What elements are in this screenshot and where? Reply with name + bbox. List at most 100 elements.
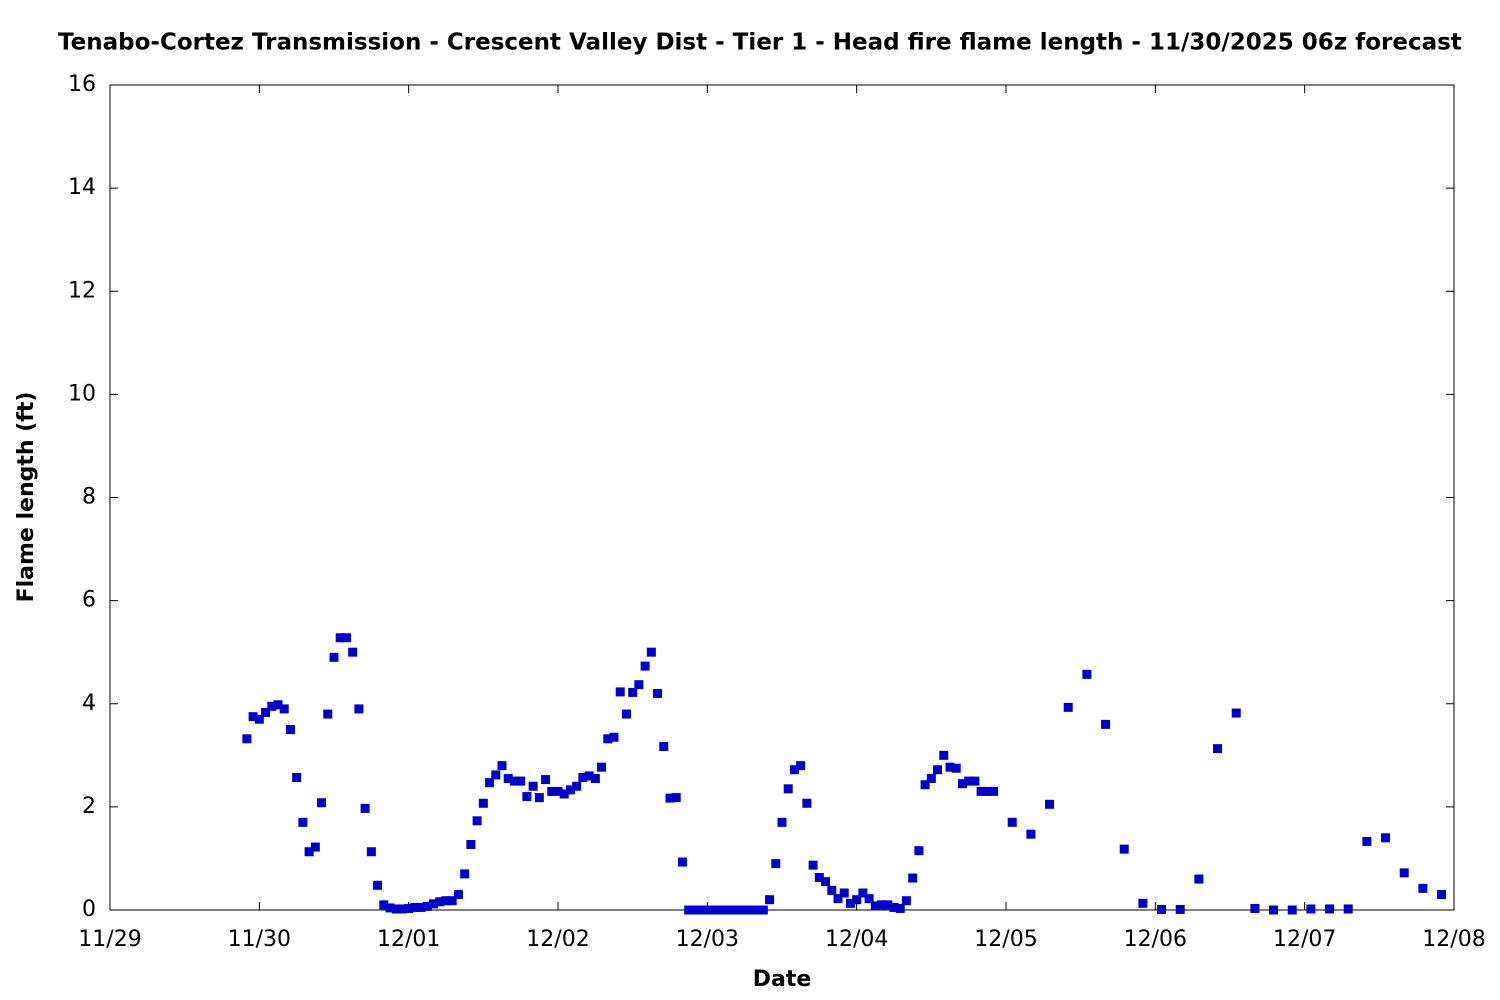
point — [559, 789, 569, 799]
point — [1325, 904, 1335, 914]
point — [640, 661, 650, 671]
point — [273, 700, 283, 710]
point — [323, 709, 333, 719]
point — [329, 652, 339, 662]
point — [279, 704, 289, 714]
x-tick-label: 12/06 — [1124, 927, 1187, 952]
point — [1250, 903, 1260, 913]
point — [621, 709, 631, 719]
point — [1157, 904, 1167, 914]
chart-title: Tenabo-Cortez Transmission - Crescent Va… — [58, 30, 1462, 56]
y-tick-label: 0 — [82, 897, 96, 922]
point — [1306, 904, 1316, 914]
point — [1138, 898, 1148, 908]
point — [354, 704, 364, 714]
point — [901, 896, 911, 906]
point — [1175, 904, 1185, 914]
point — [789, 765, 799, 775]
x-tick-label: 12/05 — [974, 927, 1037, 952]
point — [298, 817, 308, 827]
point — [1418, 883, 1428, 893]
point — [877, 900, 887, 910]
point — [572, 781, 582, 791]
point — [534, 793, 544, 803]
point — [242, 734, 252, 744]
point — [684, 905, 694, 915]
point — [1101, 719, 1111, 729]
point — [1082, 669, 1092, 679]
point — [746, 905, 756, 915]
point — [777, 817, 787, 827]
y-tick-label: 2 — [82, 794, 96, 819]
point — [385, 903, 395, 913]
point — [565, 785, 575, 795]
point — [292, 772, 302, 782]
point — [422, 901, 432, 911]
point — [1343, 904, 1353, 914]
point — [628, 687, 638, 697]
point — [715, 905, 725, 915]
point — [951, 763, 961, 773]
point — [752, 905, 762, 915]
x-tick-label: 12/02 — [526, 927, 589, 952]
point — [615, 687, 625, 697]
point — [478, 798, 488, 808]
point — [970, 776, 980, 786]
plot-frame — [109, 84, 1455, 911]
point — [447, 896, 457, 906]
point — [317, 798, 327, 808]
point — [609, 732, 619, 742]
point — [453, 890, 463, 900]
point — [267, 701, 277, 711]
point — [360, 803, 370, 813]
point — [528, 781, 538, 791]
y-tick-label: 16 — [68, 72, 96, 97]
point — [976, 786, 986, 796]
point — [709, 905, 719, 915]
point — [285, 725, 295, 735]
y-tick-label: 14 — [68, 175, 96, 200]
point — [690, 905, 700, 915]
point — [765, 895, 775, 905]
x-tick-label: 11/30 — [228, 927, 291, 952]
y-tick-label: 6 — [82, 588, 96, 613]
point — [740, 905, 750, 915]
point — [858, 888, 868, 898]
point — [926, 774, 936, 784]
point — [404, 903, 414, 913]
point — [914, 846, 924, 856]
point — [864, 894, 874, 904]
point — [1269, 905, 1279, 915]
point — [1381, 833, 1391, 843]
point — [1063, 702, 1073, 712]
point — [945, 762, 955, 772]
point — [634, 680, 644, 690]
point — [1213, 744, 1223, 754]
x-tick-label: 12/01 — [377, 927, 440, 952]
point — [1231, 708, 1241, 718]
point — [939, 750, 949, 760]
point — [553, 786, 563, 796]
y-tick-label: 10 — [68, 381, 96, 406]
point — [964, 776, 974, 786]
point — [310, 842, 320, 852]
point — [827, 885, 837, 895]
point — [852, 895, 862, 905]
point — [802, 798, 812, 808]
point — [821, 877, 831, 887]
point — [889, 902, 899, 912]
point — [646, 647, 656, 657]
point — [578, 772, 588, 782]
y-tick-label: 12 — [68, 278, 96, 303]
point — [248, 712, 258, 722]
point — [920, 780, 930, 790]
point — [677, 857, 687, 867]
x-tick-label: 12/08 — [1422, 927, 1485, 952]
point — [796, 761, 806, 771]
point — [348, 647, 358, 657]
point — [603, 734, 613, 744]
point — [379, 900, 389, 910]
point — [509, 776, 519, 786]
point — [1026, 829, 1036, 839]
